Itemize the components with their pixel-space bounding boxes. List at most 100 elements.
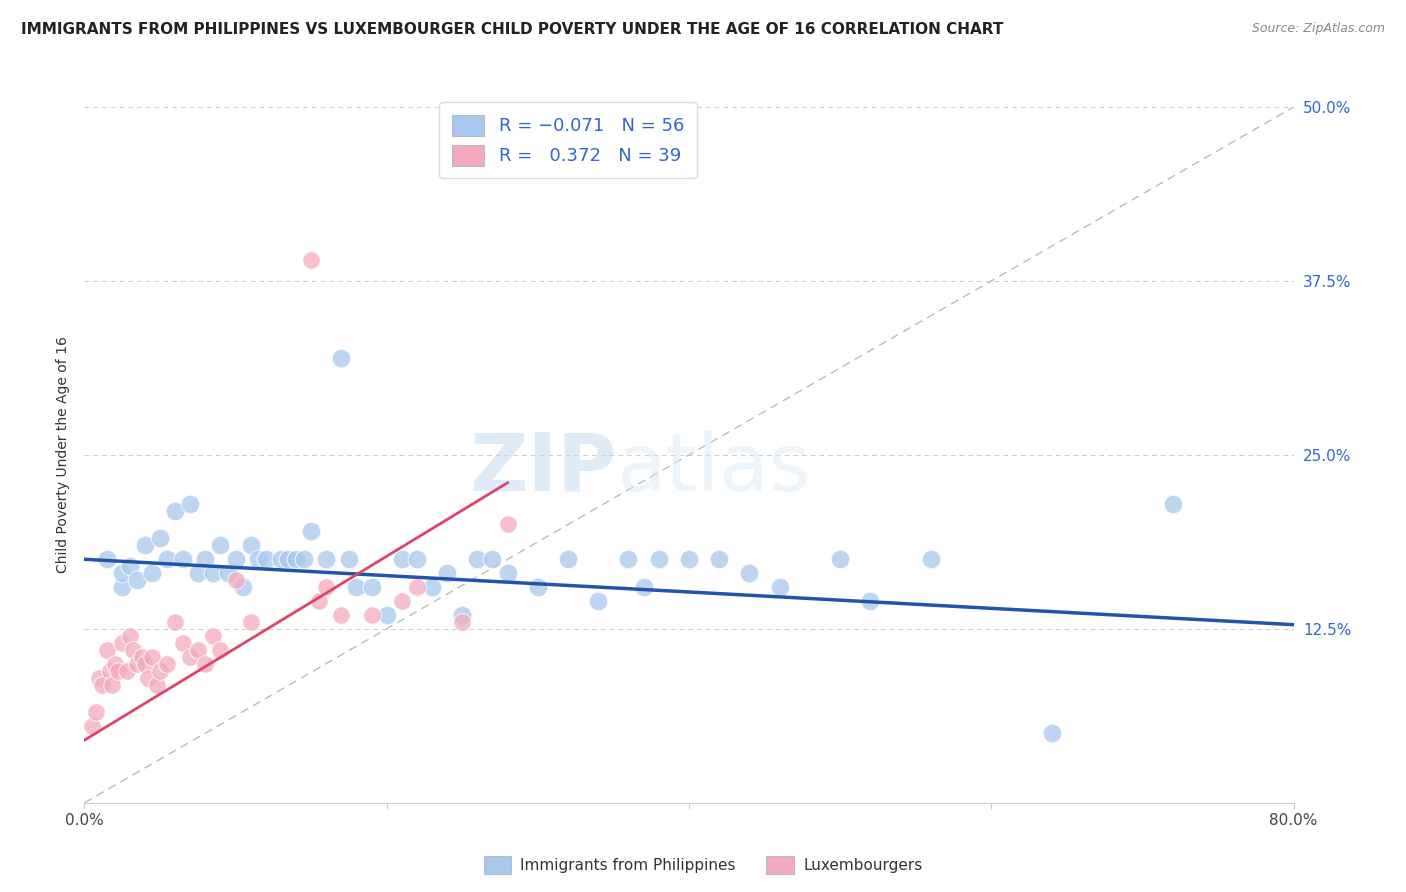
Legend: Immigrants from Philippines, Luxembourgers: Immigrants from Philippines, Luxembourge… [478,850,928,880]
Point [315,552,337,566]
Point [165,615,187,629]
Point [96,642,118,657]
Point [1161,497,1184,511]
Point [277,552,299,566]
Point [481,552,503,566]
Point [299,524,322,539]
Point [89,671,111,685]
Point [436,566,458,581]
Point [830,552,852,566]
Point [172,552,194,566]
Point [375,607,398,622]
Point [292,552,315,566]
Point [217,566,239,581]
Text: IMMIGRANTS FROM PHILIPPINES VS LUXEMBOURGER CHILD POVERTY UNDER THE AGE OF 16 CO: IMMIGRANTS FROM PHILIPPINES VS LUXEMBOUR… [21,22,1004,37]
Point [80,719,103,733]
Point [330,607,353,622]
Point [406,552,429,566]
Point [179,497,201,511]
Point [330,351,353,365]
Point [86,706,108,720]
Point [149,664,172,678]
Point [360,607,382,622]
Point [239,615,262,629]
Point [451,607,474,622]
Point [165,503,187,517]
Point [315,580,337,594]
Point [118,629,141,643]
Point [648,552,671,566]
Point [201,629,224,643]
Point [127,573,149,587]
Point [194,552,217,566]
Point [920,552,942,566]
Point [1040,726,1063,740]
Point [254,552,277,566]
Point [270,552,292,566]
Point [588,594,610,608]
Point [115,664,138,678]
Point [141,649,163,664]
Point [146,677,169,691]
Point [172,636,194,650]
Point [496,566,519,581]
Point [136,671,159,685]
Point [678,552,700,566]
Point [179,649,201,664]
Point [420,580,443,594]
Point [131,649,153,664]
Point [769,580,792,594]
Point [201,566,224,581]
Point [96,552,118,566]
Point [104,657,127,671]
Y-axis label: Child Poverty Under the Age of 16: Child Poverty Under the Age of 16 [56,336,70,574]
Point [156,657,179,671]
Point [346,580,368,594]
Point [308,594,330,608]
Point [111,636,134,650]
Point [225,573,247,587]
Point [111,566,134,581]
Point [194,657,217,671]
Point [527,580,550,594]
Point [391,552,413,566]
Point [232,580,254,594]
Point [209,642,232,657]
Point [360,580,382,594]
Point [111,580,134,594]
Point [156,552,179,566]
Point [98,664,121,678]
Point [496,517,519,532]
Point [187,566,209,581]
Point [118,559,141,574]
Legend: R = −0.071   N = 56, R =   0.372   N = 39: R = −0.071 N = 56, R = 0.372 N = 39 [439,103,697,178]
Text: Source: ZipAtlas.com: Source: ZipAtlas.com [1251,22,1385,36]
Point [209,538,232,552]
Point [406,580,429,594]
Point [285,552,308,566]
Point [225,552,247,566]
Point [239,538,262,552]
Point [633,580,655,594]
Text: ZIP: ZIP [470,430,616,508]
Point [451,615,474,629]
Point [247,552,270,566]
Point [709,552,731,566]
Point [557,552,579,566]
Point [107,664,129,678]
Point [299,253,322,268]
Point [149,532,172,546]
Point [134,657,156,671]
Point [391,594,413,608]
Point [617,552,640,566]
Point [141,566,163,581]
Point [134,538,156,552]
Point [91,677,114,691]
Point [127,657,149,671]
Point [467,552,489,566]
Text: atlas: atlas [616,430,811,508]
Point [187,642,209,657]
Point [738,566,761,581]
Point [121,642,143,657]
Point [100,677,122,691]
